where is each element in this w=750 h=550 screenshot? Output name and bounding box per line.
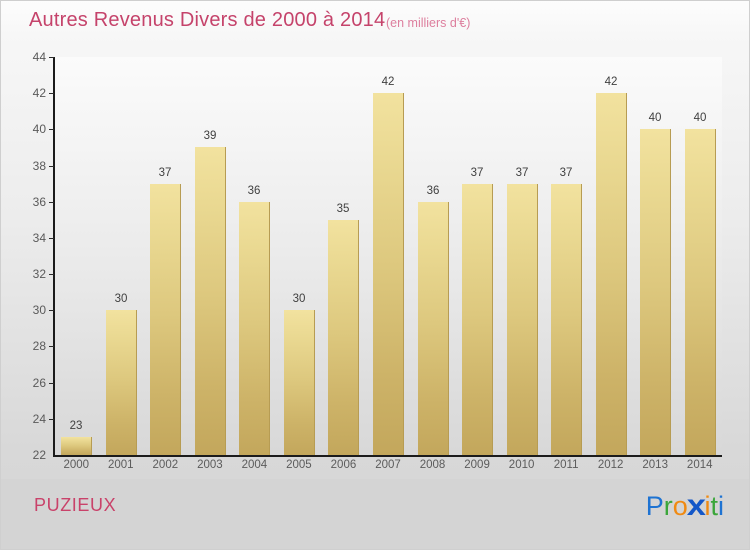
bar[interactable] xyxy=(596,93,627,455)
y-axis-tick-mark xyxy=(49,274,54,276)
bar-value-label: 37 xyxy=(515,166,529,179)
x-axis-tick-label: 2009 xyxy=(464,459,490,471)
bar[interactable] xyxy=(507,183,538,455)
x-axis-tick-label: 2000 xyxy=(63,459,90,471)
x-axis-tick-label: 2012 xyxy=(597,459,624,471)
chart-footer: PUZIEUX Proxiti xyxy=(1,479,749,549)
y-axis-tick-mark xyxy=(49,57,54,58)
bar[interactable] xyxy=(328,219,359,455)
y-axis-tick-mark xyxy=(49,237,54,239)
bar-value-label: 23 xyxy=(69,419,83,432)
bar-value-label: 37 xyxy=(158,166,172,179)
chart-subtitle: (en milliers d'€) xyxy=(386,16,471,30)
bar[interactable] xyxy=(640,129,671,455)
bar-value-label: 36 xyxy=(426,184,440,197)
y-axis-tick-label: 24 xyxy=(32,411,46,426)
bar-value-label: 40 xyxy=(648,112,662,125)
y-axis-tick-mark xyxy=(49,93,54,95)
bar-value-label: 36 xyxy=(247,184,261,197)
bar[interactable] xyxy=(195,147,226,455)
y-axis-tick-label: 32 xyxy=(32,267,46,282)
x-axis-tick-label: 2007 xyxy=(375,459,401,471)
x-axis-tick-label: 2005 xyxy=(286,459,312,471)
y-axis-tick-label: 26 xyxy=(32,375,46,390)
x-axis-tick-label: 2010 xyxy=(508,459,535,471)
bar[interactable] xyxy=(106,310,137,455)
y-axis-tick-label: 28 xyxy=(32,339,46,354)
bar-value-label: 35 xyxy=(336,202,350,215)
y-axis-tick-mark xyxy=(49,310,54,312)
bar[interactable] xyxy=(373,93,404,455)
y-axis-line xyxy=(53,57,55,456)
x-axis-tick-label: 2003 xyxy=(197,459,223,471)
logo-letter: i xyxy=(718,491,724,521)
x-axis-tick-label: 2001 xyxy=(108,459,134,471)
bar[interactable] xyxy=(462,183,493,455)
y-axis-tick-label: 22 xyxy=(32,448,46,462)
y-axis-tick-label: 34 xyxy=(32,230,46,245)
y-axis-tick-label: 38 xyxy=(32,158,46,173)
y-axis-tick-mark xyxy=(49,129,54,131)
logo-letter: P xyxy=(645,491,664,521)
logo-letter: o xyxy=(672,491,688,521)
bar[interactable] xyxy=(685,129,716,455)
page-title: Autres Revenus Divers de 2000 à 2014 xyxy=(29,9,386,31)
logo-letter: x xyxy=(686,489,706,522)
bar-value-label: 37 xyxy=(470,166,484,179)
location-label: PUZIEUX xyxy=(34,495,117,515)
y-axis-tick-label: 44 xyxy=(32,50,46,64)
y-axis-tick-mark xyxy=(49,382,54,384)
chart-header: Autres Revenus Divers de 2000 à 2014 (en… xyxy=(1,1,749,41)
bar-value-label: 40 xyxy=(693,112,707,125)
bar[interactable] xyxy=(239,201,270,455)
x-axis-tick-label: 2008 xyxy=(419,459,446,471)
bar-value-label: 42 xyxy=(381,76,395,89)
bar[interactable] xyxy=(284,310,315,455)
y-axis-tick-mark xyxy=(49,165,54,167)
y-axis-tick-label: 30 xyxy=(32,303,46,318)
y-axis-tick-label: 42 xyxy=(32,86,46,101)
logo-letter: t xyxy=(710,491,718,521)
bar-value-label: 30 xyxy=(292,293,306,306)
bar[interactable] xyxy=(551,183,582,455)
bar-value-label: 42 xyxy=(604,76,618,89)
bar-value-label: 30 xyxy=(114,293,128,306)
bar-value-label: 39 xyxy=(203,130,217,143)
x-axis-tick-label: 2006 xyxy=(330,459,357,471)
y-axis-tick-label: 36 xyxy=(32,194,46,209)
bar[interactable] xyxy=(418,201,449,455)
y-axis-tick-mark xyxy=(49,201,54,203)
logo-letter: r xyxy=(663,491,673,521)
bar-value-label: 37 xyxy=(559,166,573,179)
proxiti-logo[interactable]: Proxiti xyxy=(646,489,724,523)
x-axis-tick-label: 2014 xyxy=(686,459,713,471)
x-axis-tick-label: 2004 xyxy=(241,459,268,471)
y-axis-tick-mark xyxy=(49,418,54,420)
bar[interactable] xyxy=(150,183,181,455)
logo-letter: i xyxy=(704,491,711,521)
x-axis-tick-label: 2011 xyxy=(553,459,579,471)
y-axis-tick-mark xyxy=(49,346,54,348)
x-axis-tick-label: 2013 xyxy=(642,459,668,471)
y-axis-tick-label: 40 xyxy=(32,122,46,137)
x-axis-line xyxy=(53,455,722,457)
bar[interactable] xyxy=(61,436,92,455)
x-axis-tick-label: 2002 xyxy=(152,459,179,471)
